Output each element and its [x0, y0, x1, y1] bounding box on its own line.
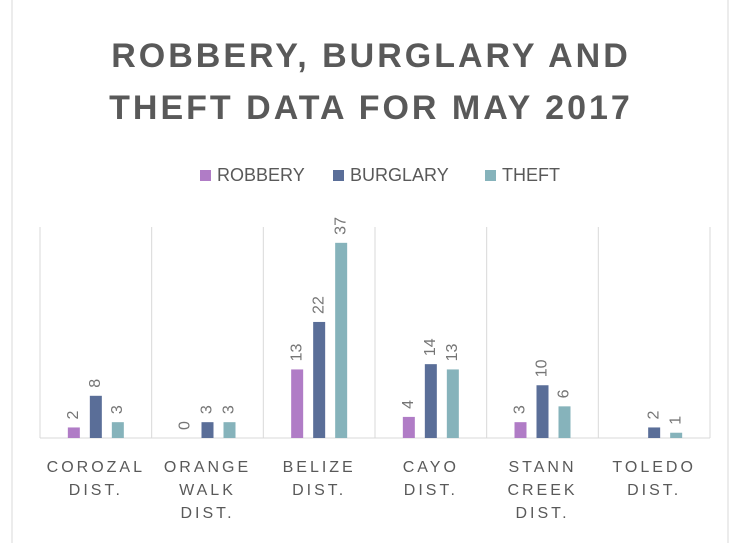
- data-label: 22: [310, 296, 327, 314]
- x-tick-label: ORANGE WALK DIST.: [164, 459, 251, 522]
- x-tick-label: BELIZE DIST.: [283, 459, 356, 499]
- data-label: 13: [444, 344, 461, 362]
- x-tick-label: CAYO DIST.: [403, 459, 459, 499]
- data-label: 8: [87, 379, 104, 388]
- data-label: 0: [177, 421, 194, 430]
- bar: [89, 395, 102, 438]
- chart-title: THEFT DATA FOR MAY 2017: [109, 89, 633, 127]
- bar: [536, 385, 549, 438]
- legend-label: THEFT: [502, 165, 560, 185]
- data-label: 37: [332, 217, 349, 235]
- bar: [648, 427, 661, 438]
- data-label: 13: [288, 344, 305, 362]
- data-label: 2: [645, 410, 662, 419]
- data-label: 10: [534, 359, 551, 377]
- bar: [201, 422, 214, 438]
- data-label: 2: [65, 410, 82, 419]
- data-label: 3: [221, 405, 238, 414]
- bar: [670, 432, 683, 438]
- bar: [291, 369, 304, 438]
- legend-swatch: [485, 170, 496, 181]
- data-label: 3: [109, 405, 126, 414]
- data-label: 3: [512, 405, 529, 414]
- legend-label: ROBBERY: [217, 165, 305, 185]
- data-label: 1: [667, 416, 684, 425]
- x-tick-label: TOLEDO DIST.: [612, 459, 696, 499]
- bar: [558, 406, 571, 438]
- bar: [402, 416, 415, 438]
- bar: [313, 321, 326, 438]
- chart-border: [11, 0, 729, 543]
- bar: [424, 364, 437, 438]
- chart-title: ROBBERY, BURGLARY AND: [111, 37, 631, 75]
- x-tick-label: COROZAL DIST.: [47, 459, 145, 499]
- data-label: 4: [400, 400, 417, 409]
- legend-swatch: [333, 170, 344, 181]
- bar: [446, 369, 459, 438]
- x-tick-label: STANN CREEK DIST.: [507, 459, 577, 522]
- bar: [514, 422, 527, 438]
- bar: [223, 422, 236, 438]
- bar: [111, 422, 124, 438]
- legend-swatch: [200, 170, 211, 181]
- bar: [335, 242, 348, 438]
- bar: [67, 427, 80, 438]
- data-label: 14: [422, 338, 439, 356]
- data-label: 6: [556, 389, 573, 398]
- data-label: 3: [199, 405, 216, 414]
- legend-label: BURGLARY: [350, 165, 449, 185]
